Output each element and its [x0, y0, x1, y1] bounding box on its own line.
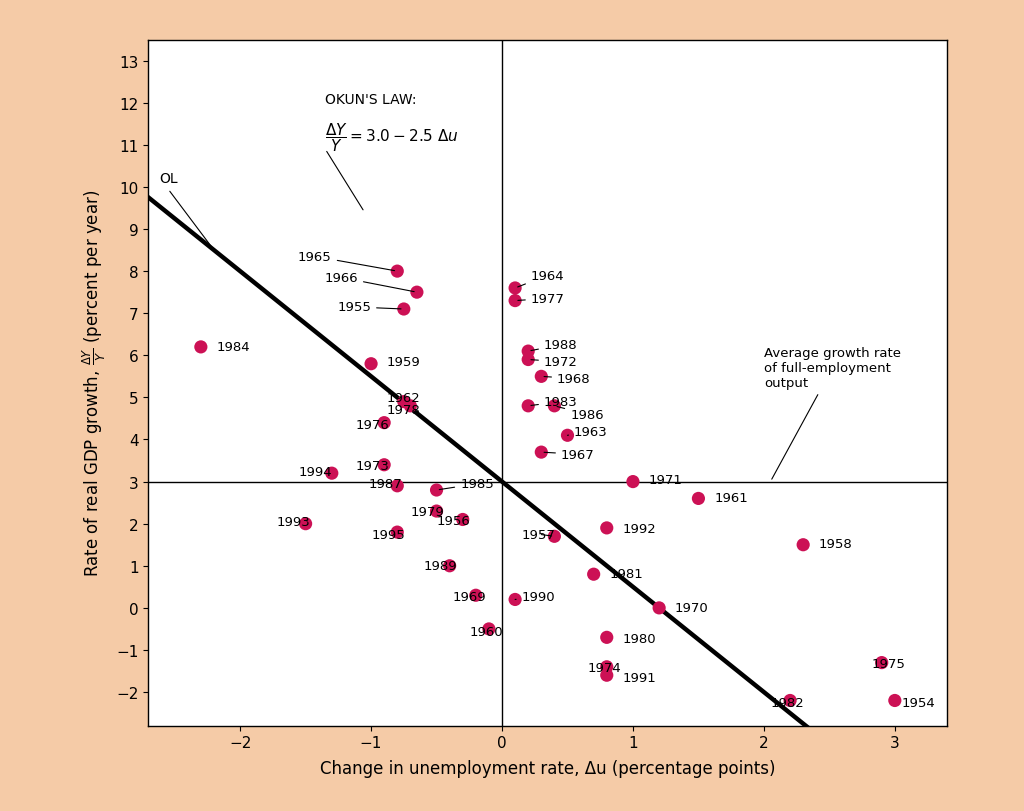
Point [395, 396, 412, 409]
Point [795, 539, 811, 551]
Point [782, 694, 799, 707]
Text: 1993: 1993 [276, 516, 310, 529]
Text: 1957: 1957 [521, 528, 556, 541]
Text: 1991: 1991 [623, 671, 656, 684]
Point [428, 484, 444, 497]
Text: 1990: 1990 [515, 590, 555, 603]
Text: 1969: 1969 [453, 590, 485, 603]
Text: 1963: 1963 [567, 425, 608, 438]
Text: 1959: 1959 [387, 356, 421, 369]
Point [468, 589, 484, 602]
Point [409, 286, 425, 299]
Point [389, 526, 406, 539]
Text: 1974: 1974 [587, 661, 621, 674]
Text: 1986: 1986 [557, 407, 604, 421]
Text: 1970: 1970 [675, 601, 709, 614]
Point [651, 602, 668, 615]
Point [873, 656, 890, 669]
Text: 1988: 1988 [530, 339, 578, 352]
Text: 1956: 1956 [436, 514, 470, 527]
Text: 1979: 1979 [411, 505, 444, 518]
Text: 1972: 1972 [531, 356, 578, 369]
Text: 1975: 1975 [871, 657, 905, 670]
Text: 1984: 1984 [216, 341, 250, 354]
Point [599, 669, 615, 682]
Text: 1977: 1977 [518, 293, 564, 306]
X-axis label: Change in unemployment rate, Δu (percentage points): Change in unemployment rate, Δu (percent… [321, 759, 775, 777]
Text: 1962: 1962 [387, 392, 421, 405]
Text: 1994: 1994 [299, 465, 333, 478]
Text: 1982: 1982 [770, 696, 804, 709]
Point [546, 530, 562, 543]
Text: 1983: 1983 [531, 396, 578, 409]
Text: 1965: 1965 [298, 251, 394, 272]
Point [324, 467, 340, 480]
Point [534, 371, 550, 384]
Text: 1992: 1992 [623, 522, 656, 535]
Text: 1960: 1960 [469, 624, 503, 637]
Text: 1967: 1967 [544, 448, 595, 461]
Text: 1966: 1966 [325, 272, 414, 292]
Text: 1980: 1980 [623, 632, 656, 645]
Point [507, 282, 523, 295]
Text: 1989: 1989 [424, 560, 457, 573]
Text: 1964: 1964 [518, 269, 564, 288]
Text: OKUN'S LAW:: OKUN'S LAW: [326, 92, 417, 106]
Point [389, 480, 406, 493]
Point [586, 568, 602, 581]
Text: 1971: 1971 [648, 474, 683, 487]
Text: $\dfrac{\Delta Y}{Y} = 3.0 - 2.5\ \Delta u$: $\dfrac{\Delta Y}{Y} = 3.0 - 2.5\ \Delta… [326, 121, 459, 153]
Point [376, 417, 392, 430]
Point [625, 475, 641, 488]
Point [546, 400, 562, 413]
Text: 1961: 1961 [714, 491, 748, 504]
Point [362, 358, 379, 371]
Text: 1954: 1954 [901, 696, 935, 709]
Point [480, 623, 497, 636]
Point [395, 303, 412, 316]
Point [534, 446, 550, 459]
Text: 1987: 1987 [369, 478, 402, 491]
Point [389, 265, 406, 278]
Point [428, 505, 444, 518]
Point [507, 294, 523, 307]
Point [599, 631, 615, 644]
Point [507, 593, 523, 606]
Text: 1976: 1976 [355, 418, 389, 431]
Point [599, 521, 615, 534]
Point [441, 560, 458, 573]
Point [520, 400, 537, 413]
Point [520, 354, 537, 367]
Point [455, 513, 471, 526]
Point [193, 341, 209, 354]
Text: 1958: 1958 [819, 538, 853, 551]
Point [297, 517, 313, 530]
Text: 1955: 1955 [337, 301, 401, 314]
Point [520, 345, 537, 358]
Point [690, 492, 707, 505]
Text: 1978: 1978 [387, 403, 421, 416]
Point [402, 400, 419, 413]
Point [376, 459, 392, 472]
Text: 1981: 1981 [609, 567, 643, 580]
Text: OL: OL [159, 172, 177, 186]
Point [599, 660, 615, 673]
Text: 1973: 1973 [355, 460, 389, 473]
Y-axis label: Rate of real GDP growth, $\frac{\Delta Y}{Y}$ (percent per year): Rate of real GDP growth, $\frac{\Delta Y… [81, 190, 109, 577]
Point [559, 429, 575, 442]
Text: 1985: 1985 [439, 478, 494, 491]
Point [887, 694, 903, 707]
Text: Average growth rate
of full-employment
output: Average growth rate of full-employment o… [764, 347, 901, 479]
Text: 1995: 1995 [371, 528, 404, 541]
Text: 1968: 1968 [544, 372, 591, 385]
